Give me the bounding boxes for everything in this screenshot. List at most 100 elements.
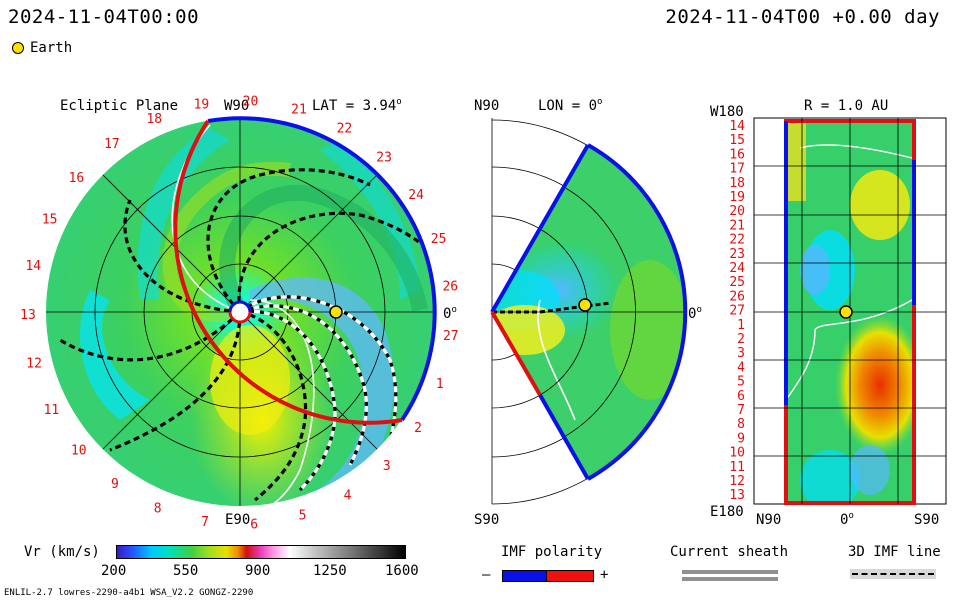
map-rotation-label: 4 [737,360,745,375]
imf-minus-sign: – [482,567,491,583]
rim-number-label: 18 [146,112,162,127]
right-timestamp: 2024-11-04T00 +0.00 day [665,6,940,28]
imf-field-lines [59,168,434,502]
w180-label: W180 [710,104,744,120]
ecliptic-plane-panel: Ecliptic Plane LAT = 3.94o W90 E90 0o 19… [20,94,458,532]
map-rotation-label: 15 [729,133,745,148]
colorbar-tick: 1600 [385,563,419,579]
e90-label: E90 [225,512,250,528]
rim-number-label: 22 [337,122,353,137]
rim-number-label: 3 [383,459,391,474]
e180-label: E180 [710,504,744,520]
rim-number-label: 21 [291,102,307,117]
meridional-zero-label: 0o [688,305,702,322]
meridional-sheath-line [537,299,576,421]
map-rotation-label: 22 [729,233,745,248]
colorbar-tick: 900 [245,563,271,579]
map-rotation-label: 10 [729,446,745,461]
rim-number-label: 14 [25,259,41,274]
map-rotation-label: 23 [729,247,745,262]
rim-number-label: 1 [436,377,444,392]
rim-number-label: 5 [299,509,307,524]
left-timestamp: 2024-11-04T00:00 [8,6,200,28]
radius-label: R = 1.0 AU [804,98,888,114]
rim-number-label: 26 [442,280,458,295]
map-rotation-label: 11 [729,460,745,475]
map-rotation-label: 18 [729,176,745,191]
rim-number-label: 16 [69,171,85,186]
rim-number-label: 15 [42,213,58,228]
map-axis-zero: 0o [840,511,854,528]
rim-number-label: 19 [194,98,210,113]
map-rotation-label: 27 [729,304,745,319]
map-rotation-label: 20 [729,204,745,219]
map-axis-n90: N90 [756,512,781,528]
longitude-label: LON = 0o [538,97,602,114]
rim-number-label: 25 [431,232,447,247]
rim-number-label: 8 [154,501,162,516]
imf-line-swatch [850,569,936,579]
map-rotation-label: 25 [729,275,745,290]
map-rotation-label: 12 [729,474,745,489]
ecliptic-rim-negative [207,116,437,422]
map-axis-s90: S90 [914,512,939,528]
imf-negative-swatch [502,570,548,582]
map-rotation-label: 14 [729,119,745,134]
model-info: ENLIL-2.7 lowres-2290-a4b1 WSA_V2.2 GONG… [4,588,254,598]
s90-label: S90 [474,512,499,528]
meridional-rim [587,143,688,481]
earth-marker-icon [839,305,853,319]
rim-number-label: 23 [376,151,392,166]
imf-polarity-title: IMF polarity [501,544,603,560]
earth-legend: Earth [12,40,72,56]
map-sheath-line [786,299,913,401]
imf-positive-swatch [546,570,594,582]
map-rotation-label: 9 [737,431,745,446]
map-rotation-label: 16 [729,147,745,162]
synoptic-map-panel: W180 R = 1.0 AU E180 N90 0o S90 14151617… [710,98,947,528]
colorbar-tick: 200 [101,563,127,579]
meridional-plane-panel: N90 LON = 0o S90 0o [474,97,702,528]
map-rotation-label: 26 [729,289,745,304]
map-rotation-labels: 1415161718192021222324252627123456789101… [729,119,745,503]
imf-line-title: 3D IMF line [848,544,941,560]
colorbar-tick: 550 [173,563,199,579]
map-rotation-label: 3 [737,346,745,361]
rim-number-label: 4 [344,489,352,504]
rim-number-label: 27 [443,329,459,344]
map-rotation-label: 5 [737,375,745,390]
current-sheath-swatch [682,570,778,574]
fast-wind-peak [835,315,914,455]
ecliptic-rim-positive [173,119,403,425]
ecliptic-title: Ecliptic Plane [60,98,178,114]
rim-number-label: 13 [20,308,36,323]
map-rotation-label: 21 [729,218,745,233]
carrington-rim-labels: 19 20212223242526271234567891011121314151… [20,94,458,532]
colorbar-label: Vr (km/s) [24,544,100,560]
earth-marker-icon [12,42,24,54]
rim-number-label: 12 [26,357,42,372]
map-rotation-label: 7 [737,403,745,418]
rim-number-label: 24 [408,188,424,203]
earth-legend-label: Earth [30,40,73,56]
map-rotation-label: 13 [729,488,745,503]
w90-label: W90 [224,98,249,114]
n90-label: N90 [474,98,499,114]
map-rotation-label: 1 [737,318,745,333]
rim-number-label: 7 [201,515,209,530]
imf-plus-sign: + [600,567,609,583]
map-rotation-label: 8 [737,417,745,432]
earth-marker-icon [329,305,343,319]
map-rotation-label: 19 [729,190,745,205]
map-rotation-label: 6 [737,389,745,404]
rim-number-label: 9 [111,477,119,492]
velocity-colorbar [116,545,406,559]
rim-number-label: 11 [44,403,60,418]
current-sheath-title: Current sheath [670,544,789,560]
colorbar-tick: 1250 [313,563,347,579]
rim-number-label: 20 [243,94,259,109]
map-grid [754,118,946,504]
rim-number-label: 17 [104,137,120,152]
map-rotation-label: 17 [729,162,745,177]
map-rotation-label: 2 [737,332,745,347]
